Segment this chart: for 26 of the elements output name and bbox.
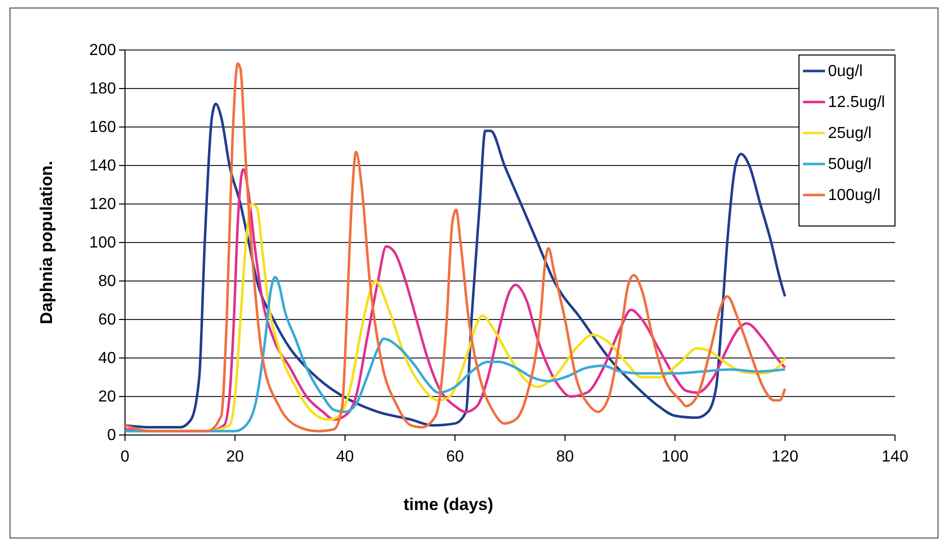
x-tick-label: 100 (662, 448, 688, 466)
x-tick-label: 60 (446, 448, 464, 466)
x-tick-label: 40 (336, 448, 354, 466)
y-tick-label: 140 (89, 158, 116, 175)
x-tick-label: 80 (556, 448, 574, 466)
y-tick-label: 180 (89, 80, 116, 98)
legend-label: 12.5ug/l (828, 94, 885, 111)
legend-label: 0ug/l (828, 63, 863, 80)
x-axis-title: time (days) (404, 495, 494, 514)
legend-label: 100ug/l (828, 187, 880, 204)
y-tick-label: 100 (89, 234, 116, 252)
y-tick-label: 120 (89, 196, 116, 214)
y-tick-label: 60 (98, 312, 116, 329)
x-tick-label: 0 (120, 448, 130, 466)
x-tick-label: 140 (882, 448, 908, 466)
x-tick-label: 120 (772, 448, 798, 466)
y-tick-label: 0 (107, 427, 116, 444)
legend-label: 50ug/l (828, 156, 872, 173)
y-axis-title: Daphnia population. (37, 160, 56, 324)
y-tick-label: 200 (89, 42, 116, 60)
y-tick-label: 40 (98, 350, 116, 368)
legend-label: 25ug/l (828, 125, 872, 142)
x-tick-label: 20 (226, 448, 244, 466)
y-tick-label: 160 (89, 119, 116, 136)
y-tick-label: 80 (98, 273, 116, 290)
y-tick-label: 20 (98, 388, 116, 406)
